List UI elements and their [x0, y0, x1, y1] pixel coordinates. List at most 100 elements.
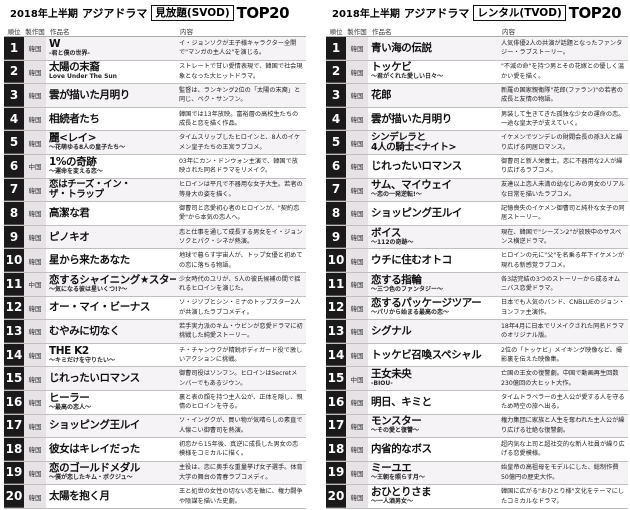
table-row: 15 中国 王女未央 -BIOU- 亡国の王女の復讐劇。中国で動画再生回数230億回の大… — [326, 367, 628, 391]
table-row: 20 韓国 おひとりさま ～一人酒男女～ 韓国に広がる"おひとり様"文化をテーマにしたコ… — [326, 485, 628, 509]
country-label: 韓国 — [24, 390, 46, 414]
drama-description: 地球で暮らす宇宙人が、トップ女優と初めての恋に落ちる物語。 — [179, 252, 303, 269]
country-label: 韓国 — [346, 60, 368, 84]
drama-subtitle: ～王朝を照らす月～ — [371, 474, 425, 482]
country-label: 韓国 — [24, 367, 46, 390]
country-label: 韓国 — [346, 249, 368, 272]
table-row: 19 韓国 ミーユエ ～王朝を照らす月～ 始皇帝の高祖母をモデルにした、総制作費50億円… — [326, 461, 628, 486]
description-cell: 御曹司と恋愛初心者のヒロインが、"契約恋愛"から本気の恋人へ。 — [176, 202, 306, 225]
drama-description: 03年にカン・ドンウォン主演で、韓国で放映された同名ドラマをリメイク。 — [179, 157, 298, 175]
rank-number: 9 — [326, 225, 346, 249]
rank-number: 19 — [4, 461, 24, 485]
table-header: 順位 製作国 作品名 内容 — [4, 25, 306, 37]
title-cell: 花郎 — [368, 84, 498, 107]
table-row: 6 韓国 じれったいロマンス 御曹司と新人栄養士。恋に不器用な2人が繰り広げるラブコメ… — [326, 154, 628, 179]
drama-title: ピノキオ — [49, 230, 90, 243]
rank-number: 15 — [326, 367, 346, 390]
country-label: 韓国 — [346, 225, 368, 249]
country-label: 中国 — [24, 154, 46, 178]
title-cell: モンスター ～その愛と復讐～ — [368, 414, 498, 438]
country-label: 韓国 — [24, 225, 46, 249]
header-desc: 内容 — [180, 27, 193, 36]
description-cell: 韓国では13年放映。富裕層の高校生たちの成長と恋を描く作品。 — [176, 107, 306, 131]
drama-title: 相続者たち — [49, 112, 100, 125]
drama-title: 恋のゴールドメダル — [49, 462, 140, 475]
title-cell: 麗<レイ> ～花萌ゆる8人の皇子たち～ — [46, 131, 176, 154]
table-row: 16 韓国 ヒーラー ～最高の恋人～ 裏と表の顔を持つ主人公が、正体を隠し、親情のヒロイ… — [4, 390, 306, 415]
genre-label: アジアドラマ — [81, 6, 148, 20]
title-cell: ショッピング王ルイ — [46, 414, 176, 438]
description-cell: 少女時代のユリが、5人の彼氏候補の間で揺れるヒロインを演じた。 — [176, 272, 306, 296]
description-cell: 03年にカン・ドンウォン主演で、韓国で放映された同名ドラマをリメイク。 — [176, 154, 306, 178]
drama-description: 若手実力派のキム・ウビンが恋愛ドラマに初挑戦した純愛ストーリー。 — [179, 322, 303, 340]
panel-title: 2018年上半期 アジアドラマ レンタル(TVOD) TOP20 — [326, 0, 628, 25]
drama-description: チ・チャンウクが精鋭ボディガード役で激しいアクションに挑戦。 — [179, 346, 303, 364]
table-row: 15 韓国 じれったいロマンス 御曹司役はソンフン。ヒロインはSecretメンバーでも… — [4, 367, 306, 391]
description-cell: 始皇帝の高祖母をモデルにした、総制作費50億円の歴史大作。 — [498, 461, 628, 485]
drama-description: "不滅の命"を持つ男とその花嫁との優しく温かい愛を描く。 — [501, 63, 625, 80]
drama-description: タイムトラベラーの主人公が愛する人を守るため時空の旅へ出る。 — [501, 393, 625, 411]
country-label: 韓国 — [346, 202, 368, 225]
drama-description: 韓国では13年放映。富裕層の高校生たちの成長と恋を描く作品。 — [179, 110, 299, 128]
table-row: 18 韓国 内省的なボス 超内気な上司と超社交的な新人社員が繰り広げる恋愛模様。 — [326, 438, 628, 462]
rank-number: 2 — [4, 60, 24, 84]
rank-number: 18 — [326, 438, 346, 461]
period-label: 2018年上半期 — [10, 9, 78, 20]
rank-number: 20 — [4, 485, 24, 508]
drama-description: 亡国の王女の復讐劇。中国で動画再生回数230億回の大ヒット大作。 — [501, 370, 619, 387]
drama-subtitle: ～パリから始まる最高の恋～ — [371, 309, 450, 317]
drama-subtitle: ～僕が恋したキム・ボクジュ～ — [49, 474, 133, 482]
header-desc: 内容 — [502, 27, 515, 36]
drama-title: W — [49, 37, 61, 50]
description-cell: チ・チャンウクが精鋭ボディガード役で激しいアクションに挑戦。 — [176, 343, 306, 367]
drama-description: 超内気な上司と超社交的な新人社員が繰り広げる恋愛模様。 — [501, 440, 625, 458]
table-row: 8 韓国 高潔な君 御曹司と恋愛初心者のヒロインが、"契約恋愛"から本気の恋人へ。 — [4, 202, 306, 226]
panel-title: 2018年上半期 アジアドラマ 見放題(SVOD) TOP20 — [4, 0, 306, 25]
table-row: 9 韓国 ボイス ～112の奇跡～ 現在、韓国で"シーズン2"が放映中のサスペンス横逆ド… — [326, 225, 628, 250]
table-row: 2 韓国 トッケビ ～君がくれた愛しい日々～ "不滅の命"を持つ男とその花嫁との優しく温… — [326, 60, 628, 85]
rank-number: 10 — [4, 249, 24, 272]
tvod-ranking-panel: 2018年上半期 アジアドラマ レンタル(TVOD) TOP20 順位 製作国 … — [326, 0, 628, 510]
title-cell: おひとりさま ～一人酒男女～ — [368, 485, 498, 508]
title-cell: シグナル — [368, 320, 498, 343]
drama-subtitle: ～気になる彼は星いくつ!?～ — [49, 285, 128, 293]
table-row: 12 韓国 恋するパッケージツアー ～パリから始まる最高の恋～ 日本でも人気のバンド、C… — [326, 296, 628, 321]
service-label: 見放題(SVOD) — [151, 4, 234, 21]
description-cell: ソ・ジソブとシン・ミナのトップスター2人が共演したラブコメディ。 — [176, 296, 306, 320]
drama-description: ソ・イングクが、買い物が気晴らしの素直で人懐こい御曹司を熱演。 — [179, 417, 303, 434]
country-label: 韓国 — [24, 320, 46, 343]
header-country: 製作国 — [347, 27, 367, 36]
drama-subtitle: -BIOU- — [371, 380, 393, 388]
table-row: 14 韓国 THE K2 ～キミだけを守りたい～ チ・チャンウクが精鋭ボディガード役で激… — [4, 343, 306, 368]
table-row: 7 韓国 サム、マイウェイ ～恋の一発逆転!～ 友達以上恋人未満の幼なじみの男女のリアル… — [326, 178, 628, 203]
title-cell: 1%の奇跡 ～運命を変える恋～ — [46, 154, 176, 178]
description-cell: 男装して生きてきた孤独な少女の運命の恋。一途な皇太子が支えていく。 — [498, 107, 628, 131]
drama-title: 内省的なボス — [371, 442, 432, 455]
country-label: 韓国 — [346, 131, 368, 154]
description-cell: イケメンでツンデレの財閥会長の孫3人と繰り広げる同居ロマンス。 — [498, 131, 628, 154]
rank-number: 3 — [4, 84, 24, 107]
drama-subtitle: ～三つ色のファンタジー～ — [371, 285, 444, 293]
country-label: 韓国 — [24, 60, 46, 84]
drama-description: イ・ジョンソクが王子様キャラクター全開で"マンガの主人公"を演じる。 — [179, 39, 297, 57]
drama-title: 雲が描いた月明り — [49, 88, 130, 101]
drama-subtitle: -君と僕の世界- — [49, 49, 90, 57]
drama-description: ソ・ジソブとシン・ミナのトップスター2人が共演したラブコメディ。 — [179, 299, 301, 316]
description-cell: 日本でも人気のバンド、CNBLUEのジョン・ヨンファ主演作。 — [498, 296, 628, 320]
drama-title: 麗<レイ> — [49, 132, 97, 145]
rank-number: 13 — [326, 320, 346, 343]
country-label: 韓国 — [24, 343, 46, 367]
table-row: 11 中国 恋するシャイニング★スター ～気になる彼は星いくつ!?～ 少女時代のユリが、… — [4, 272, 306, 297]
drama-description: 男装して生きてきた孤独な少女の運命の恋。一途な皇太子が支えていく。 — [501, 110, 625, 128]
title-cell: 相続者たち — [46, 107, 176, 131]
drama-title: 花郎 — [371, 88, 392, 101]
drama-title: シンデレラと — [371, 131, 426, 143]
drama-title: ショッピング王ルイ — [49, 419, 140, 432]
title-cell: サム、マイウェイ ～恋の一発逆転!～ — [368, 178, 498, 202]
table-row: 16 韓国 明日、キミと タイムトラベラーの主人公が愛する人を守るため時空の旅へ出る。 — [326, 390, 628, 415]
rank-number: 1 — [326, 37, 346, 60]
rank-number: 7 — [4, 178, 24, 202]
title-cell: ヒーラー ～最高の恋人～ — [46, 390, 176, 414]
drama-description: 御曹司役はソンフン。ヒロインはSecretメンバーでもあるジウン。 — [179, 370, 298, 387]
table-row: 10 韓国 星から来たあなた 地球で暮らす宇宙人が、トップ女優と初めての恋に落ちる物語… — [4, 249, 306, 273]
